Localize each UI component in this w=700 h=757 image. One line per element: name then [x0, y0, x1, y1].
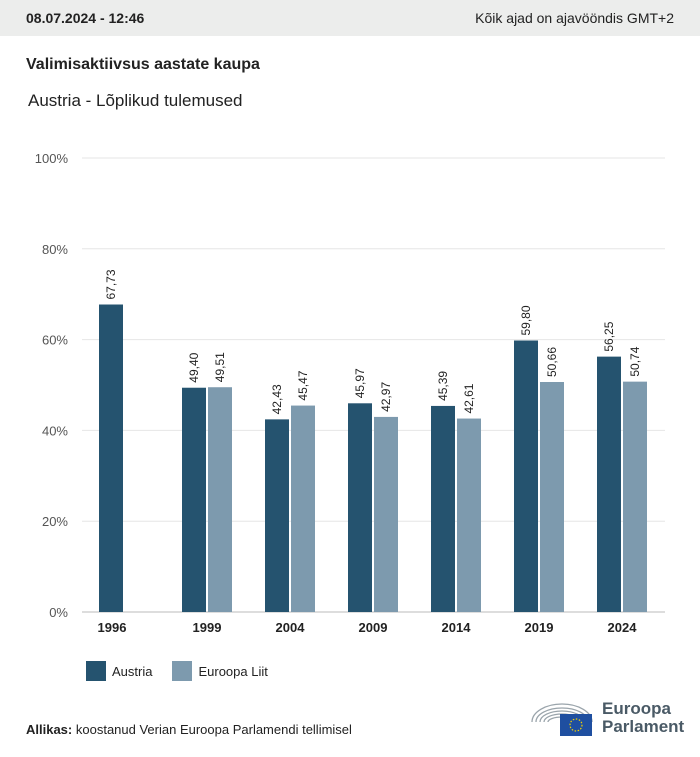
x-tick-label: 2019 — [525, 620, 554, 635]
legend-swatch — [86, 661, 106, 681]
y-tick-label: 0% — [49, 605, 68, 620]
data-label: 45,39 — [436, 371, 450, 401]
bar-euroopa-liit — [208, 387, 232, 612]
y-tick-label: 20% — [42, 514, 68, 529]
x-tick-label: 2024 — [608, 620, 638, 635]
logo-line2: Parlament — [602, 717, 685, 736]
parliament-hemicycle-icon — [531, 703, 593, 736]
data-label: 42,97 — [379, 382, 393, 412]
bar-austria — [265, 419, 289, 612]
y-tick-label: 60% — [42, 333, 68, 348]
data-label: 59,80 — [519, 305, 533, 335]
logo-line1: Euroopa — [602, 699, 671, 718]
source-label: Allikas: — [26, 722, 73, 737]
data-label: 42,61 — [462, 383, 476, 413]
bar-euroopa-liit — [374, 416, 398, 612]
bar-austria — [99, 304, 123, 612]
chart-subtitle: Austria - Lõplikud tulemused — [28, 91, 243, 110]
timezone-note: Kõik ajad on ajavööndis GMT+2 — [475, 10, 674, 26]
european-parliament-logo: Euroopa Parlament — [530, 700, 684, 736]
x-tick-label: 1996 — [98, 620, 127, 635]
y-tick-label: 100% — [35, 151, 69, 166]
legend-swatch — [172, 661, 193, 681]
bar-euroopa-liit — [291, 405, 315, 612]
y-tick-label: 80% — [42, 242, 68, 257]
data-label: 42,43 — [270, 384, 284, 414]
legend-item-eu[interactable]: Euroopa Liit — [172, 661, 268, 681]
bar-austria — [431, 405, 455, 612]
x-tick-label: 2014 — [442, 620, 472, 635]
bar-austria — [182, 387, 206, 612]
data-label: 56,25 — [602, 321, 616, 351]
bar-euroopa-liit — [457, 418, 481, 612]
legend-label: Euroopa Liit — [198, 663, 268, 679]
source-text: koostanud Verian Euroopa Parlamendi tell… — [75, 722, 352, 737]
bar-euroopa-liit — [540, 382, 564, 612]
top-bar: 08.07.2024 - 12:46 Kõik ajad on ajavöönd… — [0, 0, 700, 36]
data-label: 50,66 — [545, 347, 559, 377]
datetime: 08.07.2024 - 12:46 — [26, 10, 145, 26]
data-label: 45,47 — [296, 370, 310, 400]
y-tick-label: 40% — [42, 423, 68, 438]
x-tick-label: 1999 — [193, 620, 222, 635]
bar-chart: 0% 20% 40% 60% 80% 100% 1996 67,73 1999 49,40 49,5… — [35, 151, 665, 635]
bar-austria — [514, 340, 538, 612]
source-note: Allikas: koostanud Verian Euroopa Parlam… — [26, 722, 352, 737]
legend-item-austria[interactable]: Austria — [86, 661, 152, 681]
chart-title: Valimisaktiivsus aastate kaupa — [26, 56, 260, 73]
data-label: 45,97 — [353, 368, 367, 398]
legend-label: Austria — [112, 663, 153, 679]
data-label: 67,73 — [104, 269, 118, 299]
bar-euroopa-liit — [623, 381, 647, 612]
x-tick-label: 2004 — [276, 620, 306, 635]
bar-austria — [348, 403, 372, 612]
legend: Austria Euroopa Liit — [86, 661, 268, 681]
bar-austria — [597, 356, 621, 612]
data-label: 49,51 — [213, 352, 227, 382]
data-label: 49,40 — [187, 352, 201, 382]
x-tick-label: 2009 — [359, 620, 388, 635]
data-label: 50,74 — [628, 346, 642, 376]
